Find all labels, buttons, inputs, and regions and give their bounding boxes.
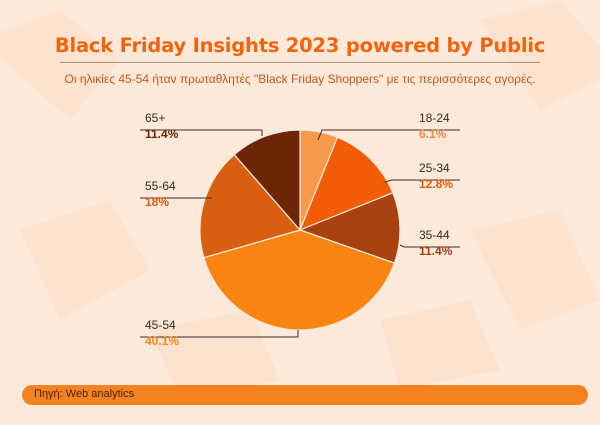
- pie-slice-25-34: [298, 136, 394, 232]
- slice-label-18-24: 18-24: [419, 111, 450, 125]
- source-text: Πηγή: Web analytics: [34, 388, 135, 400]
- slice-value-25-34: 12.8%: [419, 177, 453, 191]
- pie-slice-65+: [233, 129, 301, 232]
- chart-subtitle: Οι ηλικίες 45-54 ήταν πρωταθλητές "Black…: [64, 72, 536, 86]
- leader-line-18-24: [317, 129, 460, 141]
- source-footer: Πηγή: Web analytics: [22, 385, 588, 405]
- pie-slice-35-44: [298, 192, 401, 264]
- slice-value-35-44: 11.4%: [419, 244, 453, 258]
- leader-line-25-34: [384, 179, 460, 183]
- slice-label-55-64: 55-64: [145, 179, 176, 193]
- slice-value-55-64: 18%: [145, 195, 169, 209]
- leader-line-65+: [140, 129, 263, 136]
- slice-label-25-34: 25-34: [419, 161, 450, 175]
- slice-value-18-24: 6.1%: [419, 127, 447, 141]
- leader-line-45-54: [140, 330, 299, 338]
- slice-label-65+: 65+: [145, 111, 165, 125]
- leader-line-35-44: [399, 244, 460, 248]
- slice-value-65+: 11.4%: [145, 127, 179, 141]
- pie-slice-55-64: [199, 153, 302, 259]
- pie-slice-45-54: [203, 229, 396, 331]
- slice-label-35-44: 35-44: [419, 228, 450, 242]
- page-title: Black Friday Insights 2023 powered by Pu…: [54, 34, 546, 57]
- slice-value-45-54: 40.1%: [145, 334, 179, 348]
- slice-label-45-54: 45-54: [145, 318, 176, 332]
- title-divider: [60, 62, 540, 63]
